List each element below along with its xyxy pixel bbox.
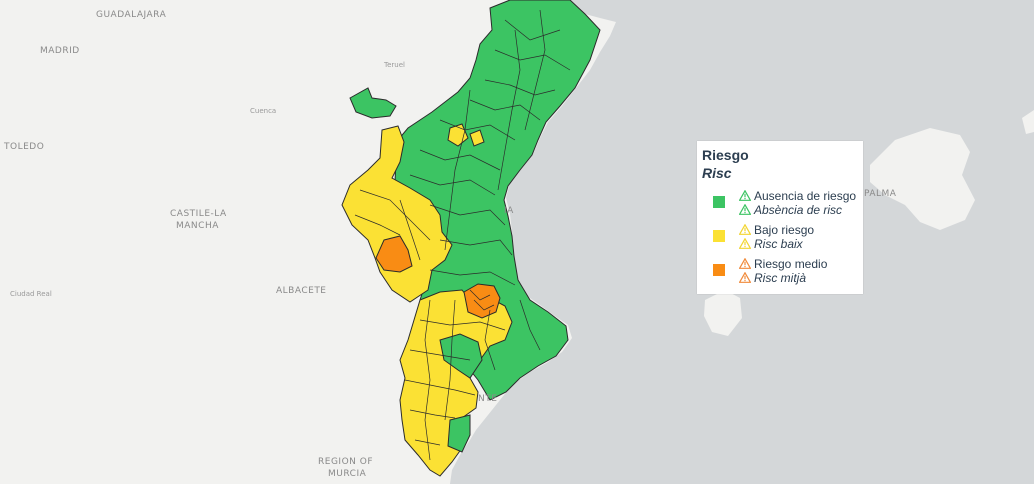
place-label-palma: PALMA xyxy=(864,189,897,199)
menorca-island xyxy=(1022,110,1034,134)
place-label-teruel: Teruel xyxy=(384,61,405,69)
place-label-castile-la: CASTILE-LA xyxy=(170,209,227,219)
map-legend: Riesgo Risc Ausencia de riesgo Absència … xyxy=(697,141,863,294)
place-label-murcia: MURCIA xyxy=(328,469,367,479)
legend-entry-absent[interactable]: Ausencia de riesgo Absència de risc xyxy=(697,185,863,217)
region-medium-risk-valencia[interactable] xyxy=(463,283,501,319)
place-label-toledo: TOLEDO xyxy=(4,142,45,152)
legend-label-ca: Risc mitjà xyxy=(754,271,807,285)
legend-label-es: Bajo riesgo xyxy=(754,223,815,237)
warning-triangle-icon xyxy=(739,272,751,283)
region-low-risk-north-2[interactable] xyxy=(469,129,485,147)
legend-swatch-green xyxy=(713,196,725,208)
place-label-cuenca: Cuenca xyxy=(250,107,277,115)
region-ademuz[interactable] xyxy=(349,87,397,119)
legend-label-ca: Risc baix xyxy=(754,237,803,251)
region-absent-south-coast[interactable] xyxy=(447,414,471,453)
municipal-boundaries xyxy=(354,9,571,461)
region-low-risk-west[interactable] xyxy=(341,125,453,303)
warning-triangle-icon xyxy=(739,238,751,249)
place-label-alicante-partial: NTE xyxy=(478,394,498,404)
legend-subtitle: Risc xyxy=(702,165,732,181)
ibiza-island xyxy=(704,290,742,336)
place-label-mancha: MANCHA xyxy=(176,221,219,231)
place-label-region-of: REGION OF xyxy=(318,457,374,467)
warning-triangle-icon xyxy=(739,224,751,235)
legend-entry-medium[interactable]: Riesgo medio Risc mitjà xyxy=(697,253,863,285)
legend-label-es: Riesgo medio xyxy=(754,257,828,271)
legend-swatch-orange xyxy=(713,264,725,276)
mallorca-island xyxy=(870,128,975,230)
legend-entry-low[interactable]: Bajo riesgo Risc baix xyxy=(697,219,863,251)
legend-swatch-yellow xyxy=(713,230,725,242)
region-absent-south-patch[interactable] xyxy=(439,333,483,379)
region-medium-risk-west[interactable] xyxy=(375,235,413,273)
warning-triangle-icon xyxy=(739,204,751,215)
legend-title: Riesgo xyxy=(702,147,749,163)
warning-triangle-icon xyxy=(739,190,751,201)
legend-label-es: Ausencia de riesgo xyxy=(754,189,857,203)
legend-label-ca: Absència de risc xyxy=(754,203,843,217)
place-label-madrid: MADRID xyxy=(40,46,80,56)
place-label-guadalajara: GUADALAJARA xyxy=(96,10,167,20)
warning-triangle-icon xyxy=(739,258,751,269)
place-label-valencia-partial: IA xyxy=(504,206,514,216)
place-label-albacete: ALBACETE xyxy=(276,286,327,296)
place-label-ciudad-real: Ciudad Real xyxy=(10,290,52,298)
